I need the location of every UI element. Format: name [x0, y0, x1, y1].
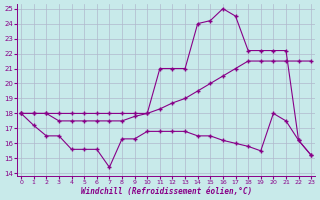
- X-axis label: Windchill (Refroidissement éolien,°C): Windchill (Refroidissement éolien,°C): [81, 187, 252, 196]
